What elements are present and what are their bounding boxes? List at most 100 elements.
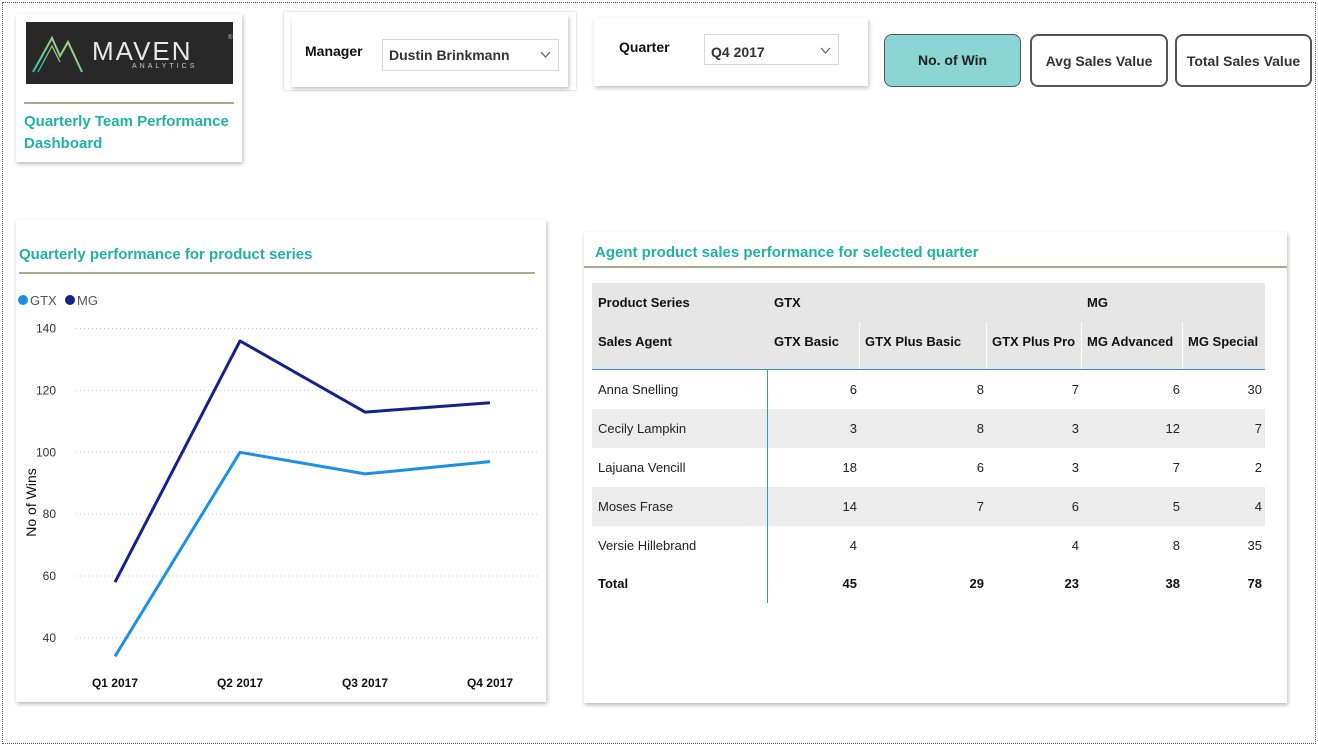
logo-divider	[24, 102, 234, 104]
maven-logo: MAVEN ® ANALYTICS	[26, 22, 233, 84]
table-cell: 18	[842, 460, 857, 475]
y-axis-label: No of Wins	[23, 468, 39, 536]
header-sales-agent[interactable]: Sales Agent	[598, 334, 672, 349]
y-tick-label: 140	[36, 322, 56, 336]
x-tick-label: Q3 2017	[342, 676, 388, 690]
x-tick-label: Q1 2017	[92, 676, 138, 690]
x-tick-label: Q2 2017	[217, 676, 263, 690]
group-header-mg[interactable]: MG	[1087, 295, 1108, 310]
total-cell: 38	[1165, 576, 1180, 591]
maven-logo-mark-icon	[32, 35, 83, 73]
table-cell: 7	[1254, 421, 1262, 436]
no-of-win-button[interactable]: No. of Win	[884, 34, 1021, 87]
table-row	[592, 370, 1265, 409]
y-tick-label: 80	[43, 507, 57, 521]
line-chart-divider	[19, 272, 535, 274]
y-tick-label: 100	[36, 445, 56, 459]
column-separator	[1081, 323, 1082, 369]
table-cell: 7	[1071, 382, 1079, 397]
table-row	[592, 487, 1265, 526]
table-row	[592, 409, 1265, 448]
table-cell: 6	[1172, 382, 1180, 397]
column-separator	[1182, 323, 1183, 369]
table-cell: 5	[1172, 499, 1180, 514]
logo-card: MAVEN ® ANALYTICS Quarterly Team Perform…	[16, 14, 242, 162]
total-cell: 29	[969, 576, 984, 591]
table-cell: 7	[1172, 460, 1180, 475]
table-cell: 8	[1172, 538, 1180, 553]
table-cell: 3	[849, 421, 857, 436]
matrix-title: Agent product sales performance for sele…	[595, 244, 979, 261]
quarter-dropdown-value: Q4 2017	[711, 44, 765, 60]
table-cell: 12	[1165, 421, 1180, 436]
table-cell: 4	[1071, 538, 1079, 553]
avg-sales-value-button[interactable]: Avg Sales Value	[1030, 34, 1168, 87]
manager-dropdown[interactable]: Dustin Brinkmann	[382, 39, 559, 71]
total-label: Total	[598, 576, 629, 591]
table-cell: 6	[1071, 499, 1079, 514]
legend-label[interactable]: MG	[77, 293, 98, 308]
manager-label: Manager	[305, 43, 363, 59]
header-product-series: Product Series	[598, 295, 690, 310]
table-cell: 4	[849, 538, 857, 553]
matrix-divider	[584, 266, 1287, 268]
table-cell: 2	[1254, 460, 1262, 475]
matrix-card: Agent product sales performance for sele…	[584, 232, 1287, 703]
column-header-gtx-basic[interactable]: GTX Basic	[774, 334, 840, 349]
quarter-slicer: Quarter Q4 2017	[594, 18, 868, 86]
line-chart: 40 60 80 100 120 140 No of Wins Q1 2017 Q2 2017 Q…	[18, 293, 538, 690]
manager-slicer: Manager Dustin Brinkmann	[292, 15, 568, 87]
manager-dropdown-value: Dustin Brinkmann	[389, 47, 510, 63]
chevron-down-icon	[820, 47, 831, 54]
column-header-gtx-plus-pro[interactable]: GTX Plus Pro	[992, 334, 1076, 349]
table-cell: 30	[1247, 382, 1262, 397]
total-cell: 78	[1247, 576, 1262, 591]
legend-marker	[65, 295, 75, 305]
total-cell: 23	[1064, 576, 1079, 591]
chevron-down-icon	[540, 51, 551, 58]
table-cell: 14	[842, 499, 857, 514]
group-header-gtx[interactable]: GTX	[774, 295, 801, 310]
table-cell: 6	[849, 382, 857, 397]
column-header-mg-advanced[interactable]: MG Advanced	[1087, 334, 1174, 349]
column-separator	[859, 323, 860, 369]
logo-registered: ®	[228, 35, 233, 41]
table-row	[592, 448, 1265, 487]
row-header-agent[interactable]: Cecily Lampkin	[598, 421, 687, 436]
row-header-agent[interactable]: Lajuana Vencill	[598, 460, 686, 475]
series-line-mg[interactable]	[113, 339, 491, 583]
x-tick-label: Q4 2017	[467, 676, 513, 690]
manager-slicer-frame: Manager Dustin Brinkmann	[284, 12, 576, 90]
legend-marker	[18, 295, 28, 305]
table-cell: 4	[1254, 499, 1262, 514]
logo-wordmark: MAVEN	[92, 36, 193, 66]
legend-label[interactable]: GTX	[30, 293, 57, 308]
table-cell: 7	[976, 499, 984, 514]
column-header-mg-special[interactable]: MG Special	[1188, 334, 1259, 349]
series-line-gtx[interactable]	[113, 450, 491, 658]
quarter-dropdown[interactable]: Q4 2017	[704, 34, 839, 65]
y-tick-label: 120	[36, 383, 56, 397]
column-header-gtx-plus-basic[interactable]: GTX Plus Basic	[865, 334, 962, 349]
row-header-agent[interactable]: Moses Frase	[598, 499, 674, 514]
y-tick-label: 60	[43, 569, 57, 583]
column-separator	[986, 323, 987, 369]
y-tick-label: 40	[43, 631, 57, 645]
logo-submark: ANALYTICS	[132, 63, 198, 70]
quarter-label: Quarter	[619, 39, 670, 55]
line-chart-card: Quarterly performance for product series…	[16, 220, 546, 702]
matrix-header	[592, 283, 1265, 369]
row-header-agent[interactable]: Anna Snelling	[598, 382, 679, 397]
row-header-divider	[767, 369, 768, 603]
table-cell: 8	[976, 421, 984, 436]
total-sales-value-button[interactable]: Total Sales Value	[1175, 34, 1312, 87]
table-cell: 3	[1071, 421, 1079, 436]
line-chart-title: Quarterly performance for product series	[19, 246, 313, 263]
table-cell: 3	[1071, 460, 1079, 475]
row-header-agent[interactable]: Versie Hillebrand	[598, 538, 697, 553]
total-cell: 45	[842, 576, 857, 591]
dashboard-title: Quarterly Team Performance Dashboard	[24, 113, 229, 152]
table-cell: 35	[1247, 538, 1262, 553]
header-underline	[592, 369, 1265, 370]
